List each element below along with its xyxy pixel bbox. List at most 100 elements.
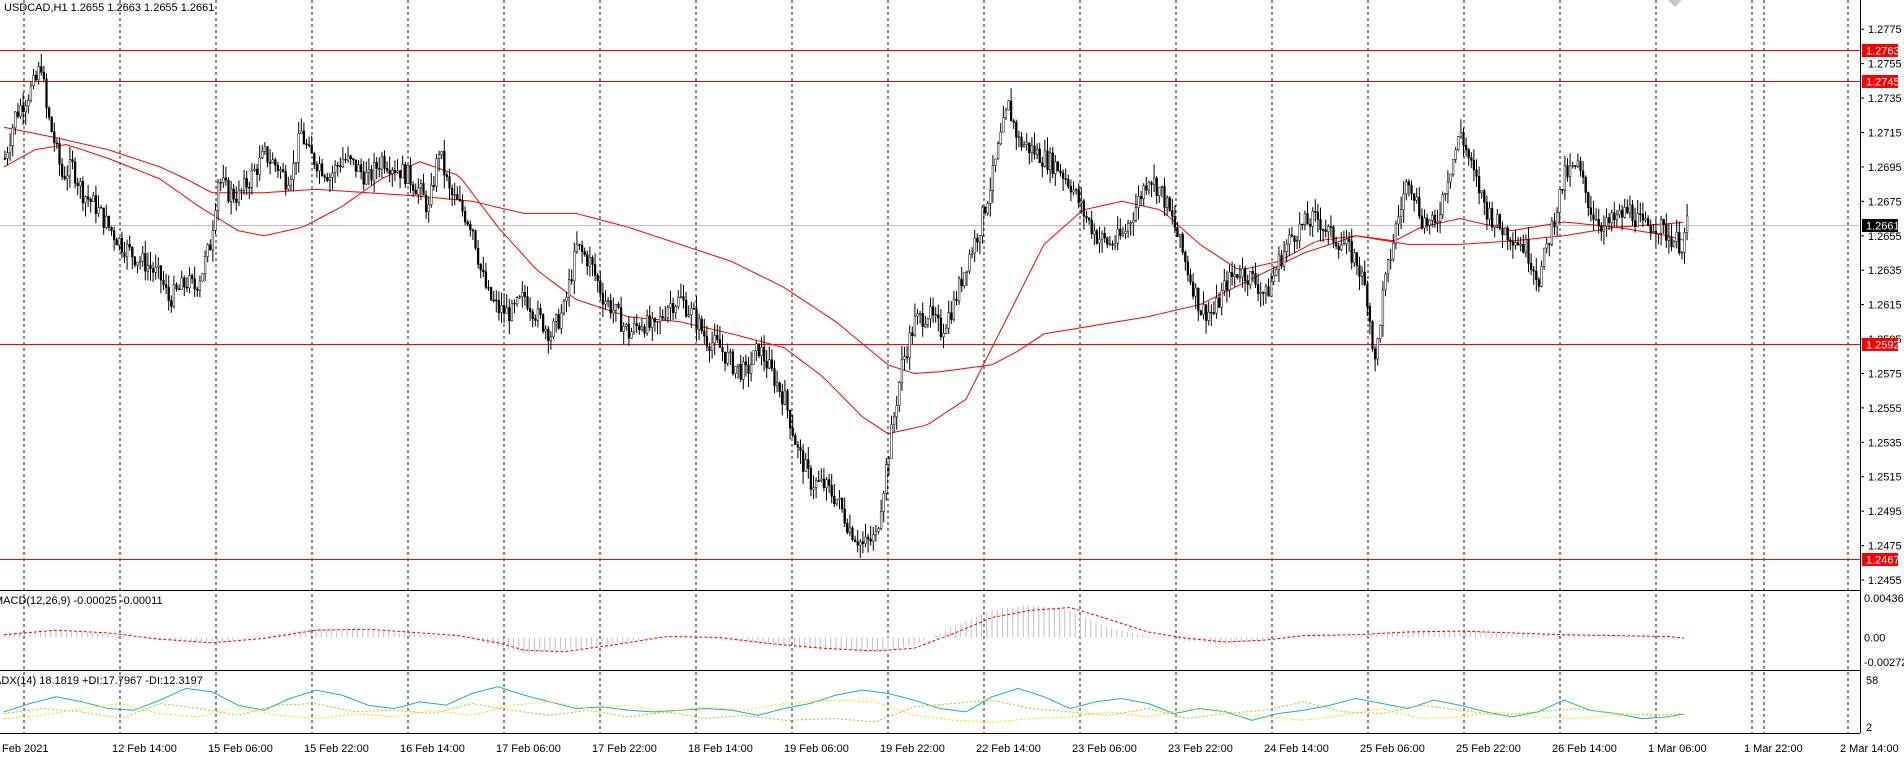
y-tick-label: 1.2735 (1868, 93, 1902, 105)
candle-body (861, 541, 865, 544)
candle-body (287, 184, 290, 190)
candle-body (601, 293, 605, 305)
candle-body (378, 168, 381, 170)
candle-body (788, 410, 792, 429)
candle-body (734, 366, 737, 374)
candle-body (97, 207, 100, 214)
candle-body (305, 143, 308, 146)
candle-body (339, 165, 342, 168)
candle-body (692, 308, 696, 310)
candle-body (450, 188, 454, 196)
candle-body (250, 170, 254, 188)
candle-body (721, 347, 724, 353)
candle-body (271, 159, 274, 164)
candle-body (495, 299, 498, 302)
candle-body (643, 326, 646, 334)
candle-body (684, 299, 688, 317)
candle-body (1589, 207, 1593, 215)
macd-label: MACD(12,26,9) -0.00025 -0.00011 (0, 595, 163, 607)
candle-body (320, 163, 324, 176)
price-level-tag: 1.2745 (1862, 75, 1900, 89)
candle-body (627, 324, 631, 339)
candle-body (1613, 212, 1616, 221)
candle-body (175, 284, 178, 290)
candle-body (411, 184, 415, 191)
candle-body (830, 485, 833, 497)
candle-body (1519, 244, 1522, 246)
candle-body (1017, 136, 1021, 139)
candle-body (994, 158, 997, 166)
candle-body (638, 325, 641, 330)
candle-body (1259, 292, 1262, 294)
y-tick-label: 1.2755 (1868, 59, 1902, 71)
candle-body (53, 131, 56, 144)
x-tick-label: 23 Feb 06:00 (1072, 743, 1137, 755)
candle-body (1425, 217, 1429, 226)
candle-body (547, 328, 550, 341)
candle-body (276, 165, 280, 172)
x-tick-label: 1 Mar 22:00 (1744, 743, 1803, 755)
candle-body (1467, 149, 1470, 158)
candle-body (991, 165, 995, 191)
candle-body (1412, 193, 1416, 201)
price-level-tag-bg (1862, 338, 1898, 351)
candle-body (898, 382, 901, 406)
candle-body (1379, 325, 1382, 340)
price-level-lines[interactable] (0, 50, 1860, 560)
candle-body (783, 390, 787, 405)
candle-body (372, 162, 376, 181)
candle-body (445, 174, 449, 177)
candle-body (747, 364, 750, 374)
candle-body (882, 493, 885, 513)
candle-body (796, 444, 800, 448)
candle-body (393, 170, 397, 173)
candle-body (1496, 214, 1499, 226)
candle-body (744, 361, 748, 366)
candle-body (214, 210, 217, 231)
price-level-tag-bg (1862, 553, 1898, 566)
candle-body (222, 177, 225, 183)
candle-body (570, 279, 573, 282)
candle-body (11, 127, 14, 146)
candle-body (1267, 286, 1270, 297)
candle-body (1665, 224, 1668, 241)
candle-body (978, 235, 982, 243)
candle-body (1121, 233, 1125, 236)
candle-body (1035, 148, 1039, 155)
candle-body (549, 336, 553, 341)
candle-body (1085, 215, 1088, 219)
candle-body (1581, 170, 1585, 178)
candle-body (484, 271, 488, 288)
candle-body (1142, 185, 1145, 200)
candle-body (1321, 229, 1325, 232)
candle-body (950, 312, 953, 320)
candle-body (1480, 190, 1483, 194)
y-tick-label: 1.2635 (1868, 265, 1902, 277)
candle-body (1529, 262, 1533, 271)
candle-body (315, 164, 319, 172)
candle-body (931, 306, 935, 316)
candle-body (1009, 100, 1013, 122)
candle-body (1542, 247, 1546, 267)
candle-body (960, 278, 963, 287)
adx-series-line (3, 686, 1684, 721)
candle-body (905, 356, 909, 358)
candle-body (141, 252, 144, 262)
candle-body (151, 268, 155, 273)
candle-body (487, 287, 490, 289)
candle-body (328, 177, 332, 182)
candle-body (1298, 223, 1301, 241)
current-price-tag-bg (1862, 219, 1898, 232)
candle-body (687, 314, 690, 317)
chart-shift-marker-icon[interactable] (1668, 0, 1682, 7)
candle-body (1415, 196, 1418, 201)
candle-body (645, 315, 649, 334)
candle-body (105, 215, 108, 228)
candle-body (918, 313, 922, 315)
candle-body (1532, 269, 1535, 272)
candle-body (801, 450, 805, 472)
candle-body (1602, 225, 1606, 232)
candle-body (1433, 215, 1437, 223)
candle-body (1431, 215, 1434, 221)
